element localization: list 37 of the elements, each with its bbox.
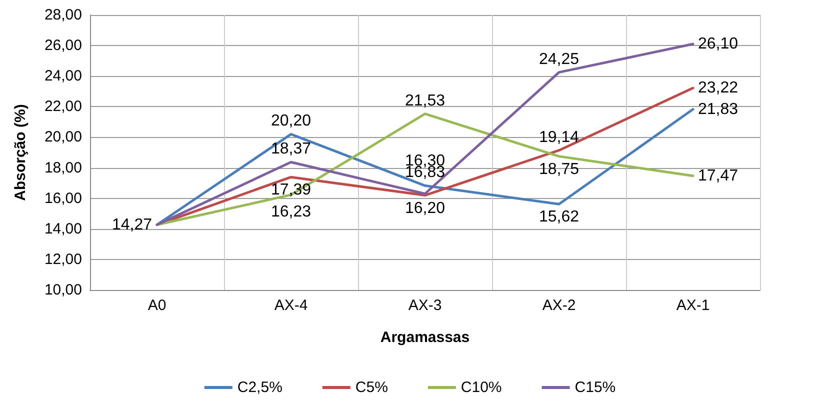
y-tick-label: 18,00 xyxy=(44,159,82,176)
x-tick-label: AX-1 xyxy=(676,297,710,314)
data-label: 14,27 xyxy=(112,216,152,234)
y-tick-label: 28,00 xyxy=(44,6,82,24)
data-label: 17,47 xyxy=(698,167,738,184)
legend-label: C5% xyxy=(355,379,388,396)
line-series xyxy=(156,42,694,226)
y-tick-label: 10,00 xyxy=(44,282,82,298)
legend-label: C10% xyxy=(460,379,502,396)
y-tick-label: 24,00 xyxy=(44,68,82,85)
legend-label: C2,5% xyxy=(237,379,282,396)
data-label: 15,62 xyxy=(538,208,580,226)
x-tick-label: AX-2 xyxy=(542,297,576,314)
legend-label: C15% xyxy=(574,379,616,396)
y-axis-title: Absorção (%) xyxy=(12,104,29,201)
data-label: 19,14 xyxy=(538,128,580,146)
data-label: 21,53 xyxy=(404,92,446,110)
data-label: 23,22 xyxy=(698,80,738,97)
x-tick-label: A0 xyxy=(148,297,166,314)
y-tick-label: 22,00 xyxy=(44,98,82,116)
x-tick-label: AX-4 xyxy=(274,297,308,314)
data-label: 21,83 xyxy=(698,100,738,118)
x-axis-title: Argamassas xyxy=(380,329,470,346)
data-label: 26,10 xyxy=(698,36,738,53)
data-label: 16,20 xyxy=(404,200,446,217)
data-label: 16,23 xyxy=(270,203,312,220)
y-tick-label: 14,00 xyxy=(44,220,82,238)
y-tick-label: 16,00 xyxy=(44,190,82,207)
data-label: 16,83 xyxy=(404,164,446,182)
data-label: 18,75 xyxy=(538,160,580,178)
data-label: 20,20 xyxy=(270,112,312,130)
x-tick-label: AX-3 xyxy=(408,297,442,314)
y-tick-label: 26,00 xyxy=(44,37,82,54)
data-label: 18,37 xyxy=(270,140,312,158)
y-tick-label: 12,00 xyxy=(44,250,82,268)
data-label: 24,25 xyxy=(538,50,580,68)
y-tick-label: 20,00 xyxy=(44,128,82,146)
